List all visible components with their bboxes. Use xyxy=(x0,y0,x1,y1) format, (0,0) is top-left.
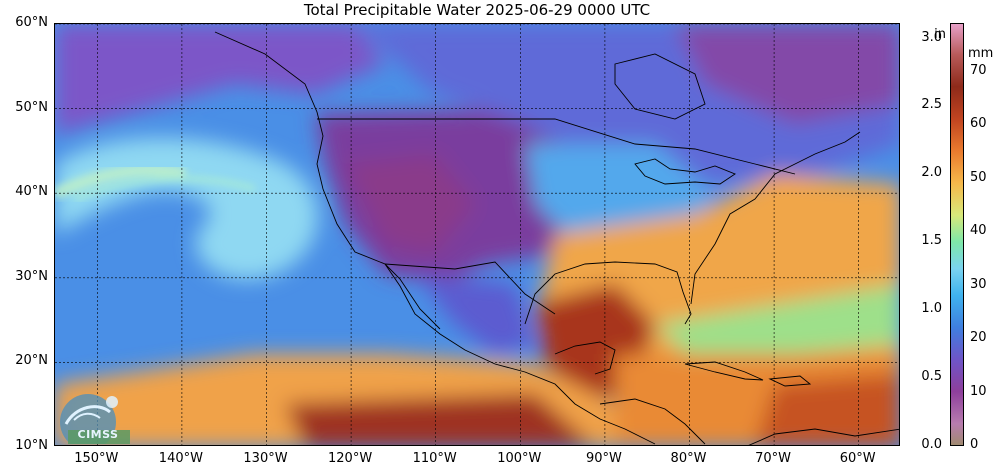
south-america-coast xyxy=(748,428,899,445)
map-title: Total Precipitable Water 2025-06-29 0000… xyxy=(303,1,651,19)
colorbar-unit-inches: in xyxy=(934,27,946,42)
us-mexico-border xyxy=(384,261,556,315)
colorbar-mm-tick: 70 xyxy=(970,62,987,78)
colorbar-mm-tick: 30 xyxy=(970,276,987,292)
hudson-dry-patch xyxy=(675,24,899,124)
colorbar-mm-tick: 50 xyxy=(970,169,987,185)
hudson-bay xyxy=(614,53,706,120)
longitude-label: 110°W xyxy=(412,451,457,466)
longitude-label: 80°W xyxy=(670,451,707,466)
itcz-deep-moisture xyxy=(285,394,593,445)
cimss-logo-text: CIMSS xyxy=(77,428,119,441)
coastlines xyxy=(214,31,899,445)
colorbar-mm-tick: 20 xyxy=(970,330,987,346)
latitude-label: 60°N xyxy=(15,15,48,30)
pacific-moist-filament xyxy=(55,164,187,200)
colorbar-gradient xyxy=(951,24,963,445)
dry-airmass-north-pacific xyxy=(55,24,385,134)
atlantic-green-band xyxy=(655,284,899,364)
east-coast xyxy=(690,131,861,305)
canada-us-border xyxy=(317,118,796,175)
longitude-label: 60°W xyxy=(839,451,876,466)
central-america xyxy=(599,398,706,445)
colorbar-unit-mm: mm xyxy=(968,46,994,61)
colorbar-inch-tick: 2.0 xyxy=(921,165,942,181)
cuba xyxy=(684,361,764,381)
precipitable-water-map xyxy=(54,23,900,446)
yucatan xyxy=(554,341,616,375)
longitude-label: 150°W xyxy=(74,451,119,466)
latitude-label: 50°N xyxy=(15,99,48,115)
longitude-label: 140°W xyxy=(158,451,203,466)
very-dry-great-basin xyxy=(345,154,475,254)
latitude-label: 10°N xyxy=(15,438,48,453)
mexico-plateau-dry xyxy=(415,274,535,354)
north-america-west-coast xyxy=(214,31,656,445)
longitude-label: 120°W xyxy=(328,451,373,466)
atmospheric-river-filament xyxy=(73,175,256,202)
colorbar-mm-tick: 10 xyxy=(970,383,987,399)
latitude-label: 30°N xyxy=(15,268,48,284)
colorbar-inch-tick: 1.5 xyxy=(921,233,942,249)
map-gridlines xyxy=(55,24,899,445)
colorbar-mm-tick: 0 xyxy=(970,437,979,452)
colorbar-mm-tick: 60 xyxy=(970,116,987,132)
longitude-label: 90°W xyxy=(585,451,622,466)
latitude-label: 20°N xyxy=(15,353,48,369)
colorbar-inch-tick: 2.5 xyxy=(921,97,942,113)
colorbar-inch-tick: 3.0 xyxy=(921,29,942,45)
colorbar-inch-tick: 0.0 xyxy=(921,437,942,452)
longitude-label: 130°W xyxy=(243,451,288,466)
caribbean-deep-moisture xyxy=(755,374,899,445)
cimss-logo-icon xyxy=(60,394,130,444)
longitude-label: 100°W xyxy=(497,451,542,466)
hispaniola xyxy=(768,375,812,387)
colorbar xyxy=(950,23,964,446)
colorbar-inch-tick: 0.5 xyxy=(921,369,942,385)
latitude-label: 40°N xyxy=(15,184,48,200)
colorbar-mm-tick: 40 xyxy=(970,223,987,239)
map-canvas xyxy=(55,24,899,445)
colorbar-inch-tick: 1.0 xyxy=(921,301,942,317)
gulf-coast xyxy=(524,261,692,325)
baja-california xyxy=(384,263,441,330)
great-lakes xyxy=(634,158,736,185)
longitude-label: 70°W xyxy=(755,451,792,466)
